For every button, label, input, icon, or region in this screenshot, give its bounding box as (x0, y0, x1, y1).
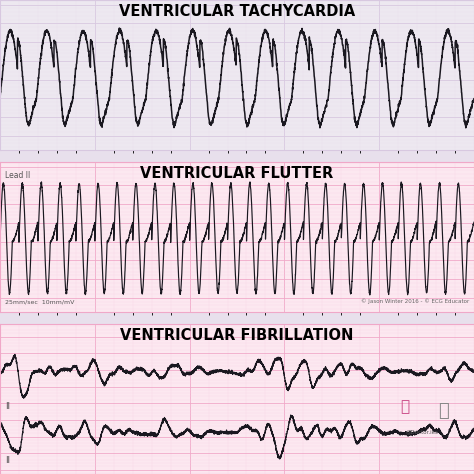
Text: © Jason Winter 2016 - © ECG Educator: © Jason Winter 2016 - © ECG Educator (361, 299, 469, 304)
Text: 📷: 📷 (401, 399, 410, 414)
Text: Lead II: Lead II (5, 171, 30, 180)
Text: VENTRICULAR FIBRILLATION: VENTRICULAR FIBRILLATION (120, 328, 354, 344)
Text: II: II (5, 402, 10, 411)
Text: VENTRICULAR TACHYCARDIA: VENTRICULAR TACHYCARDIA (119, 4, 355, 19)
Text: 💉: 💉 (438, 402, 449, 420)
Text: @Doctor.iks: @Doctor.iks (405, 429, 438, 434)
Text: 25mm/sec  10mm/mV: 25mm/sec 10mm/mV (5, 300, 74, 304)
Text: VENTRICULAR FLUTTER: VENTRICULAR FLUTTER (140, 166, 334, 182)
Text: II: II (5, 456, 10, 465)
